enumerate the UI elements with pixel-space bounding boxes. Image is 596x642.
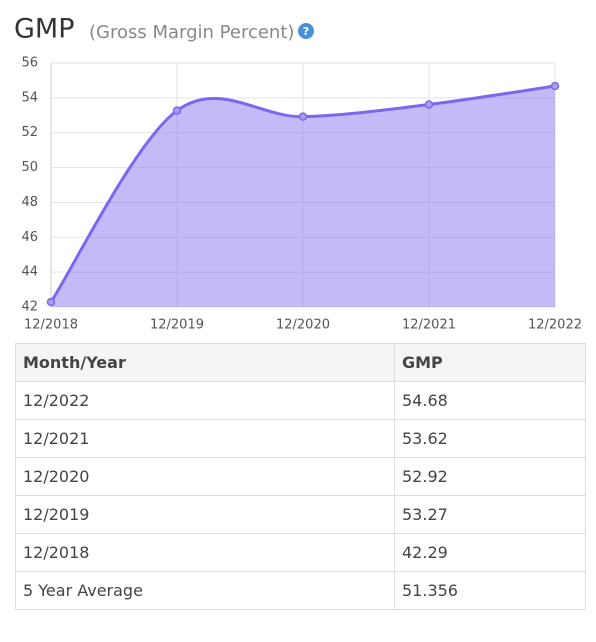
x-tick-label: 12/2022 bbox=[528, 318, 582, 333]
area-fill bbox=[51, 86, 555, 308]
table-row: 12/2020 52.92 bbox=[15, 457, 586, 496]
table-cell: 12/2018 bbox=[15, 533, 395, 572]
table-cell: 54.68 bbox=[394, 381, 586, 420]
table-cell: 12/2021 bbox=[15, 419, 395, 458]
x-tick-label: 12/2019 bbox=[150, 318, 204, 333]
point bbox=[298, 112, 308, 121]
table-row: 12/2021 53.62 bbox=[15, 419, 586, 458]
table-cell: 5 Year Average bbox=[15, 571, 395, 610]
x-tick-label: 12/2018 bbox=[24, 318, 78, 333]
table-cell: 52.92 bbox=[394, 457, 586, 496]
y-tick-label: 52 bbox=[21, 125, 38, 140]
point bbox=[172, 106, 182, 115]
y-tick-label: 48 bbox=[21, 195, 38, 210]
table-cell: 12/2022 bbox=[15, 381, 395, 420]
header-row: Month/Year GMP bbox=[15, 343, 586, 382]
x-tick-label: 12/2021 bbox=[402, 318, 456, 333]
table-cell: 53.27 bbox=[394, 495, 586, 534]
table-cell: 12/2020 bbox=[15, 457, 395, 496]
data-table: Month/Year GMP 12/2022 54.68 12/2021 53.62 12… bbox=[15, 343, 586, 610]
chart: GMP (Gross Margin Percent) ? 42 44 46 48 50 5… bbox=[14, 14, 582, 333]
help-icon-label[interactable]: ? bbox=[303, 25, 309, 38]
y-tick-label: 42 bbox=[21, 300, 38, 315]
header-cell: Month/Year bbox=[15, 343, 395, 382]
y-tick-label: 46 bbox=[21, 230, 38, 245]
chart-title: GMP bbox=[14, 14, 75, 45]
table-cell: 42.29 bbox=[394, 533, 586, 572]
point bbox=[46, 297, 56, 307]
help-icon[interactable] bbox=[298, 23, 314, 39]
y-tick-label: 54 bbox=[21, 90, 38, 105]
chart-subtitle: (Gross Margin Percent) bbox=[89, 22, 294, 43]
x-tick-label: 12/2020 bbox=[276, 318, 330, 333]
y-tick-label: 50 bbox=[21, 160, 38, 175]
table-row: 12/2019 53.27 bbox=[15, 495, 586, 534]
table-cell: 51.356 bbox=[394, 571, 586, 610]
y-tick-label: 44 bbox=[21, 265, 38, 280]
header-cell: GMP bbox=[394, 343, 586, 382]
y-tick-label: 56 bbox=[21, 56, 38, 71]
point bbox=[424, 100, 434, 109]
line bbox=[49, 84, 556, 303]
table-cell: 12/2019 bbox=[15, 495, 395, 534]
table-row: 12/2018 42.29 bbox=[15, 533, 586, 572]
table-row: 5 Year Average 51.356 bbox=[15, 571, 586, 610]
point bbox=[550, 81, 560, 91]
table-cell: 53.62 bbox=[394, 419, 586, 458]
table-row: 12/2022 54.68 bbox=[15, 381, 586, 420]
